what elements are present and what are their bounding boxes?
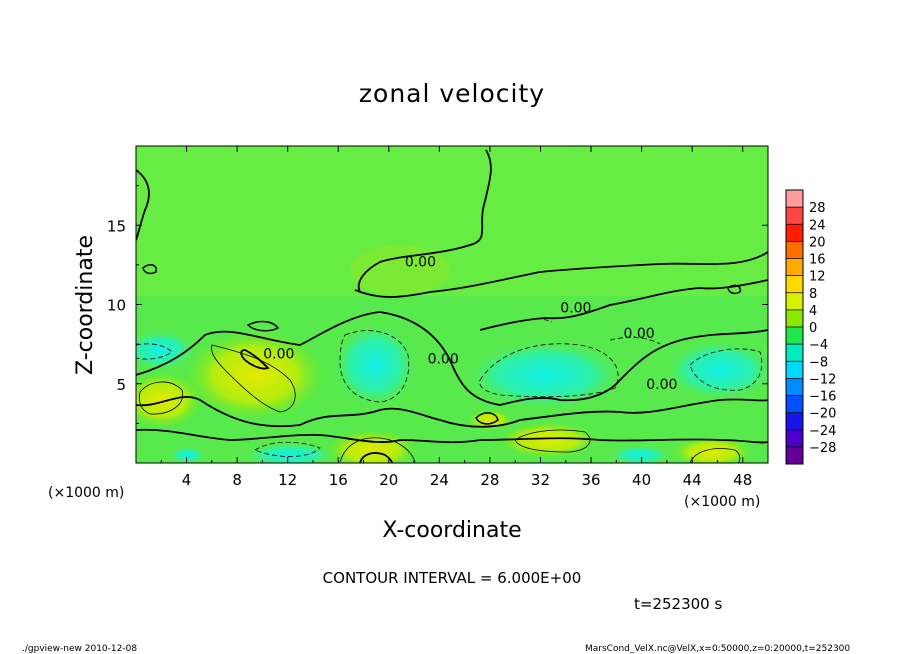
positive-region <box>185 330 325 420</box>
time-label: t=252300 s <box>634 595 722 613</box>
contour-label: 0.00 <box>428 351 459 367</box>
colorbar-label: 24 <box>809 218 826 233</box>
contour-label: 0.00 <box>560 301 591 317</box>
x-tick-label: 40 <box>632 471 651 489</box>
colorbar-swatch <box>786 241 803 259</box>
contour-label: 0.00 <box>263 347 294 363</box>
colorbar-swatch <box>786 275 803 294</box>
x-tick-label: 48 <box>733 471 752 489</box>
chart-title: zonal velocity <box>359 79 545 108</box>
colorbar-label: −28 <box>809 441 836 456</box>
positive-region <box>327 430 417 463</box>
colorbar-swatch <box>786 429 803 448</box>
x-tick-label: 12 <box>278 471 297 489</box>
colorbar-label: 28 <box>809 201 826 216</box>
colorbar-label: 20 <box>809 235 826 250</box>
contour-label: 0.00 <box>646 377 677 393</box>
colorbar-label: 16 <box>809 253 826 268</box>
colorbar-label: 8 <box>809 287 817 302</box>
negative-region <box>610 445 670 463</box>
negative-region <box>333 323 417 407</box>
colorbar-swatch <box>786 361 803 379</box>
y-tick-label: 5 <box>116 376 126 394</box>
colorbar-label: −4 <box>809 338 828 353</box>
colorbar-swatch <box>786 344 803 362</box>
colorbar-label: 4 <box>809 304 817 319</box>
colorbar-swatch <box>786 412 803 431</box>
colorbar-swatch <box>786 292 803 311</box>
colorbar-swatch <box>786 395 803 413</box>
x-tick-label: 32 <box>531 471 550 489</box>
x-tick-label: 28 <box>480 471 499 489</box>
negative-region <box>245 443 335 463</box>
negative-region <box>465 340 625 410</box>
colorbar-label: −24 <box>809 424 836 439</box>
y-tick-label: 15 <box>107 217 126 235</box>
colorbar-label: −12 <box>809 372 836 387</box>
heatmap-field: 0.00 0.00 0.00 0.00 0.00 0.00 <box>136 146 768 463</box>
x-axis-label: X-coordinate <box>382 518 521 543</box>
x-unit-left: (×1000 m) <box>48 485 124 501</box>
colorbar-label: −16 <box>809 390 836 405</box>
x-tick-label: 4 <box>182 471 192 489</box>
colorbar-swatch <box>786 258 803 276</box>
contour-label: 0.00 <box>405 255 436 271</box>
x-axis: 4 8 12 16 20 24 28 32 36 40 44 48 <box>160 146 752 489</box>
colorbar-swatch <box>786 446 803 465</box>
negative-region <box>665 340 768 400</box>
positive-region <box>498 422 598 458</box>
colorbar-swatch <box>786 378 803 396</box>
colorbar-label: 12 <box>809 270 826 285</box>
y-axis-label: Z-coordinate <box>73 235 98 375</box>
x-tick-label: 20 <box>379 471 398 489</box>
colorbar-label: 0 <box>809 321 817 336</box>
positive-region <box>672 437 752 463</box>
y-axis: 5 10 15 <box>107 185 768 424</box>
contour-label: 0.00 <box>623 326 654 342</box>
negative-region <box>170 447 206 463</box>
negative-region <box>136 330 195 370</box>
x-tick-label: 36 <box>581 471 600 489</box>
colorbar: 28 24 20 16 12 8 4 0 −4 −8 −12 −16 −20 −24 −28 <box>785 189 836 465</box>
footer-right: MarsCond_VelX.nc@VelX,x=0:50000,z=0:2000… <box>585 644 850 654</box>
positive-region <box>350 245 450 295</box>
contour-interval: CONTOUR INTERVAL = 6.000E+00 <box>323 569 582 587</box>
zero-contour <box>136 311 768 406</box>
colorbar-swatch <box>786 309 803 328</box>
x-tick-label: 44 <box>683 471 702 489</box>
positive-region <box>136 372 202 428</box>
colorbar-label: −20 <box>809 407 836 422</box>
x-unit-right: (×1000 m) <box>684 494 760 510</box>
y-tick-label: 10 <box>107 297 126 315</box>
colorbar-swatch <box>786 327 803 345</box>
colorbar-label: −8 <box>809 355 828 370</box>
x-tick-label: 8 <box>232 471 242 489</box>
x-tick-label: 16 <box>329 471 348 489</box>
colorbar-swatch <box>786 207 803 225</box>
x-tick-label: 24 <box>430 471 449 489</box>
colorbar-swatch <box>786 224 803 242</box>
colorbar-swatch <box>786 190 803 208</box>
footer-left: ./gpview-new 2010-12-08 <box>22 644 137 654</box>
